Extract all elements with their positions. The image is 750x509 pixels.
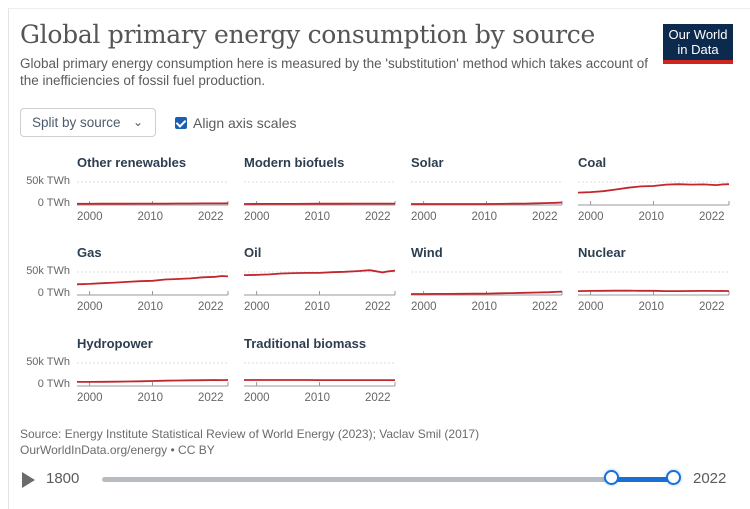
timeline-start-label: 1800	[46, 470, 79, 487]
series-line-gas[interactable]	[77, 276, 228, 284]
timeline-track[interactable]	[102, 477, 674, 482]
series-line-oil[interactable]	[244, 270, 395, 275]
source-note: Source: Energy Institute Statistical Rev…	[20, 426, 479, 458]
series-line-hydropower[interactable]	[77, 380, 228, 382]
timeline-end-handle[interactable]	[666, 470, 681, 485]
play-icon[interactable]	[22, 472, 35, 488]
series-line-coal[interactable]	[578, 184, 729, 192]
timeline-selected-range	[612, 477, 674, 482]
series-line-other-renewables[interactable]	[77, 203, 228, 204]
license-text[interactable]: OurWorldInData.org/energy • CC BY	[20, 442, 479, 458]
chart-canvas	[0, 0, 750, 494]
timeline-end-label: 2022	[693, 470, 726, 487]
source-text: Source: Energy Institute Statistical Rev…	[20, 426, 479, 442]
